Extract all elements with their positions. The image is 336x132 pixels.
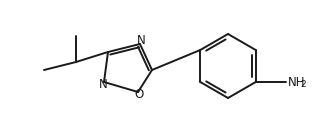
Text: N: N bbox=[99, 79, 108, 91]
Text: 2: 2 bbox=[301, 80, 306, 89]
Text: NH: NH bbox=[288, 76, 305, 88]
Text: O: O bbox=[134, 88, 143, 102]
Text: N: N bbox=[137, 34, 145, 48]
